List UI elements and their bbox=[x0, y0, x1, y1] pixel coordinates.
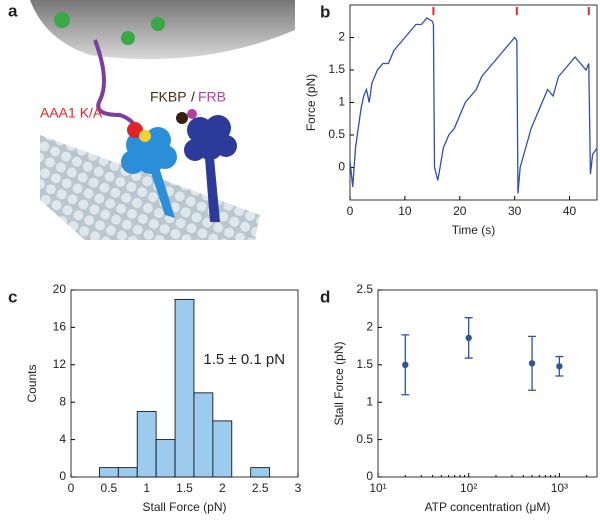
x-tick-label: 10² bbox=[460, 481, 477, 495]
panel-label: c bbox=[8, 287, 17, 306]
ring-site bbox=[139, 130, 151, 142]
y-tick-label: 20 bbox=[53, 282, 67, 296]
tag bbox=[121, 31, 135, 45]
x-tick-label: 3 bbox=[295, 481, 302, 495]
x-tick-label: 0 bbox=[347, 204, 354, 218]
x-tick-label: 0.5 bbox=[100, 481, 117, 495]
y-axis-label: Stall Force (pN) bbox=[332, 341, 346, 425]
y-tick-label: 0 bbox=[59, 469, 66, 483]
y-axis-label: Force (pN) bbox=[304, 74, 318, 131]
x-tick-label: 1 bbox=[143, 481, 150, 495]
bar bbox=[136, 411, 157, 478]
label: AAA1 K/A bbox=[40, 105, 103, 121]
y-tick-label: 0.5 bbox=[328, 127, 345, 141]
tag bbox=[54, 12, 70, 28]
x-tick-label: 10¹ bbox=[369, 481, 386, 495]
x-tick-label: 10³ bbox=[551, 481, 568, 495]
bar bbox=[155, 439, 176, 478]
y-tick-label: 8 bbox=[59, 394, 66, 408]
x-tick-label: 2 bbox=[219, 481, 226, 495]
mutant-site bbox=[127, 122, 143, 138]
motor-2 bbox=[184, 115, 237, 222]
panel-label: d bbox=[320, 287, 330, 306]
label: FKBP bbox=[150, 89, 187, 105]
point bbox=[402, 361, 409, 368]
frb bbox=[187, 109, 197, 119]
x-tick-label: 10 bbox=[398, 204, 412, 218]
label: FRB bbox=[198, 89, 226, 105]
tag bbox=[151, 17, 165, 31]
plot-frame bbox=[377, 289, 598, 478]
y-tick-label: 4 bbox=[59, 432, 66, 446]
point bbox=[465, 334, 472, 342]
panel-label: b bbox=[320, 2, 330, 21]
x-tick-label: 2.5 bbox=[252, 481, 269, 495]
y-tick-label: 0 bbox=[366, 469, 373, 483]
x-tick-label: 30 bbox=[508, 204, 522, 218]
microtubule bbox=[40, 135, 260, 240]
bar bbox=[250, 467, 271, 478]
x-tick-label: 40 bbox=[563, 204, 577, 218]
point bbox=[556, 363, 563, 370]
y-tick-label: 1 bbox=[338, 95, 345, 109]
plot-frame bbox=[349, 4, 598, 201]
y-tick-label: 0.5 bbox=[356, 432, 373, 446]
force-trace bbox=[349, 17, 598, 194]
bar bbox=[174, 298, 195, 478]
y-tick-label: 0 bbox=[338, 160, 345, 174]
y-tick-label: 2.5 bbox=[356, 282, 373, 296]
y-tick-label: 16 bbox=[53, 320, 67, 334]
y-tick-label: 12 bbox=[53, 357, 67, 371]
x-axis-label: Stall Force (pN) bbox=[142, 500, 226, 514]
x-tick-label: 20 bbox=[453, 204, 467, 218]
bar bbox=[193, 392, 214, 478]
annotation: 1.5 ± 0.1 pN bbox=[203, 351, 285, 368]
x-axis-label: Time (s) bbox=[452, 223, 496, 237]
y-tick-label: 2 bbox=[338, 30, 345, 44]
y-tick-label: 2 bbox=[366, 320, 373, 334]
bead-surface bbox=[30, 0, 295, 60]
label: / bbox=[191, 89, 195, 105]
illustration: a AAA1 K/A FKBP / FRB bbox=[8, 0, 295, 240]
panel-label: a bbox=[8, 1, 18, 20]
x-tick-label: 0 bbox=[68, 481, 75, 495]
y-tick-label: 1.5 bbox=[328, 62, 345, 76]
y-axis-label: Counts bbox=[25, 364, 39, 402]
point bbox=[528, 360, 536, 367]
bar bbox=[98, 467, 119, 478]
fkbp bbox=[176, 112, 188, 124]
bar bbox=[117, 467, 138, 478]
x-tick-label: 1.5 bbox=[176, 481, 193, 495]
y-tick-label: 1.5 bbox=[356, 357, 373, 371]
x-axis-label: ATP concentration (μM) bbox=[425, 500, 551, 514]
y-tick-label: 1 bbox=[366, 394, 373, 408]
bar bbox=[212, 420, 233, 478]
